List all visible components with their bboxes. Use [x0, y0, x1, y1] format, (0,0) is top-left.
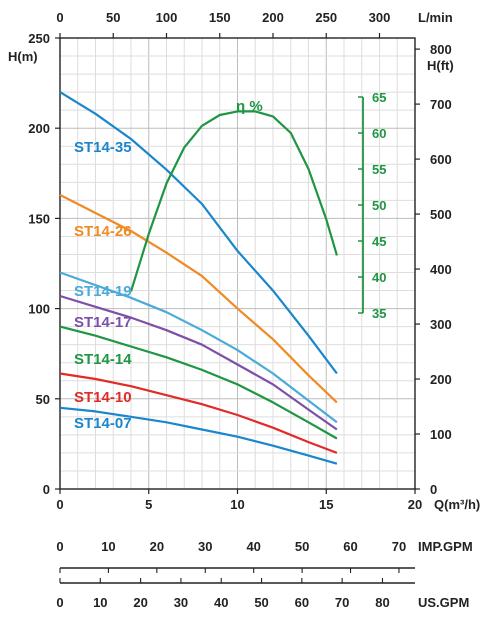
x-tick-label: 5 [145, 497, 152, 512]
imp-tick-label: 60 [343, 539, 357, 554]
right-tick-label: 400 [430, 262, 452, 277]
efficiency-tick-label: 50 [372, 198, 386, 213]
top-tick-label: 0 [56, 10, 63, 25]
curve-st14-10 [59, 372, 338, 454]
y-tick-label: 200 [28, 121, 50, 136]
right-tick-label: 700 [430, 97, 452, 112]
series-label: ST14-19 [74, 283, 132, 300]
top-tick-label: 200 [262, 10, 284, 25]
imp-tick-label: 40 [246, 539, 260, 554]
us-tick-label: 30 [174, 595, 188, 610]
efficiency-tick-label: 40 [372, 270, 386, 285]
series-label: ST14-10 [74, 389, 132, 406]
us-tick-label: 60 [295, 595, 309, 610]
imp-tick-label: 50 [295, 539, 309, 554]
series-label: ST14-17 [74, 314, 132, 331]
us-scale-label: US.GPM [418, 595, 469, 610]
us-tick-label: 50 [254, 595, 268, 610]
right-tick-label: 500 [430, 207, 452, 222]
series-label: ST14-35 [74, 139, 132, 156]
us-tick-label: 0 [56, 595, 63, 610]
us-tick-label: 40 [214, 595, 228, 610]
imp-tick-label: 30 [198, 539, 212, 554]
curve-st14-07 [59, 406, 338, 465]
right-axis-label: H(ft) [427, 58, 454, 73]
y-tick-label: 0 [43, 482, 50, 497]
top-axis-label: L/min [418, 10, 453, 25]
axis-labels: 0 5 10 15 20 Q(m³/h)0 50 100 150 200 250 300 L/min05… [8, 10, 480, 512]
x-tick-label: 20 [408, 497, 422, 512]
curve-st14-26 [59, 193, 338, 404]
us-tick-label: 10 [93, 595, 107, 610]
right-tick-label: 300 [430, 317, 452, 332]
efficiency-curve [129, 110, 338, 292]
y-tick-label: 100 [28, 302, 50, 317]
right-tick-label: 600 [430, 152, 452, 167]
us-tick-label: 80 [375, 595, 389, 610]
curve-st14-17 [59, 294, 338, 431]
curve-st14-19 [59, 271, 338, 424]
efficiency-tick-label: 35 [372, 306, 386, 321]
imp-tick-label: 70 [392, 539, 406, 554]
top-tick-label: 100 [156, 10, 178, 25]
x-tick-label: 10 [230, 497, 244, 512]
curve-st14-14 [59, 325, 338, 440]
y-axis-label: H(m) [8, 49, 38, 64]
gpm-scales: 0 10 20 30 40 50 60 70 IMP.GPM 0 10 20 30 40 50 60 70 80 U… [56, 539, 472, 610]
efficiency-tick-label: 60 [372, 126, 386, 141]
top-tick-label: 300 [369, 10, 391, 25]
us-tick-label: 20 [133, 595, 147, 610]
series-label: ST14-26 [74, 223, 132, 240]
y-tick-label: 250 [28, 31, 50, 46]
imp-tick-label: 20 [150, 539, 164, 554]
imp-tick-label: 0 [56, 539, 63, 554]
x-tick-label: 0 [56, 497, 63, 512]
us-tick-label: 70 [335, 595, 349, 610]
series-label: ST14-14 [74, 351, 132, 368]
top-tick-label: 150 [209, 10, 231, 25]
efficiency-curve-group: 35 40 45 50 55 60 65 η % [129, 90, 386, 321]
right-tick-label: 800 [430, 42, 452, 57]
series-label: ST14-07 [74, 415, 132, 432]
top-tick-label: 50 [106, 10, 120, 25]
efficiency-tick-label: 45 [372, 234, 386, 249]
grid [60, 38, 415, 489]
plot-frame [55, 33, 420, 494]
curve-st14-35 [59, 91, 338, 375]
top-tick-label: 250 [315, 10, 337, 25]
right-tick-label: 200 [430, 372, 452, 387]
right-tick-label: 0 [430, 482, 437, 497]
efficiency-label: η % [236, 98, 263, 115]
head-curves [59, 91, 338, 465]
x-tick-label: 15 [319, 497, 333, 512]
right-tick-label: 100 [430, 427, 452, 442]
efficiency-tick-label: 55 [372, 162, 386, 177]
y-tick-label: 50 [36, 392, 50, 407]
efficiency-tick-label: 65 [372, 90, 386, 105]
imp-scale-label: IMP.GPM [418, 539, 473, 554]
y-tick-label: 150 [28, 211, 50, 226]
x-axis-label: Q(m³/h) [434, 497, 480, 512]
imp-tick-label: 10 [101, 539, 115, 554]
